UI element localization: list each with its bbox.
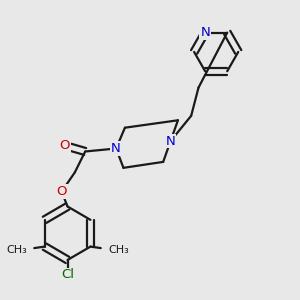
Text: N: N bbox=[166, 135, 176, 148]
Text: O: O bbox=[59, 139, 70, 152]
Text: O: O bbox=[56, 185, 67, 198]
Text: CH₃: CH₃ bbox=[108, 244, 129, 255]
Text: CH₃: CH₃ bbox=[6, 244, 27, 255]
Text: N: N bbox=[200, 26, 210, 39]
Text: N: N bbox=[111, 142, 121, 155]
Text: Cl: Cl bbox=[61, 268, 74, 281]
